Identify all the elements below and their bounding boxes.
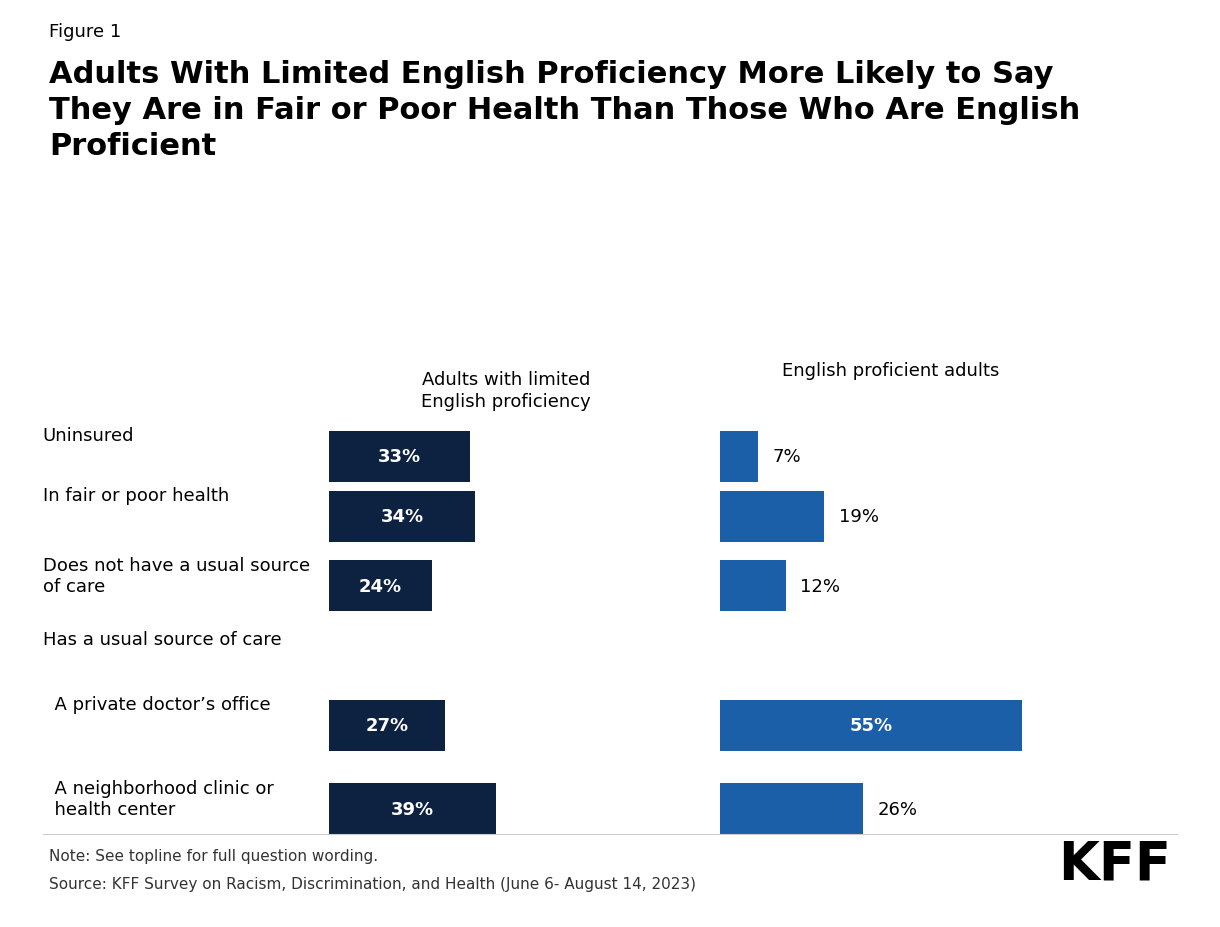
Bar [720, 491, 825, 542]
Text: 12%: 12% [800, 578, 841, 595]
Text: Adults With Limited English Proficiency More Likely to Say
They Are in Fair or P: Adults With Limited English Proficiency … [49, 60, 1080, 161]
Text: KFF: KFF [1058, 838, 1171, 890]
Text: A private doctor’s office: A private doctor’s office [43, 695, 271, 713]
Text: 26%: 26% [877, 800, 917, 818]
Bar [720, 783, 863, 834]
Bar [329, 561, 432, 612]
Text: Does not have a usual source
of care: Does not have a usual source of care [43, 556, 310, 596]
Text: 27%: 27% [366, 717, 409, 734]
Bar [720, 561, 786, 612]
Text: Note: See topline for full question wording.: Note: See topline for full question word… [49, 848, 378, 863]
Text: Uninsured: Uninsured [43, 426, 134, 444]
Text: 7%: 7% [773, 448, 802, 465]
Bar [329, 431, 471, 482]
Bar [720, 700, 1022, 751]
Bar [720, 431, 758, 482]
Text: Figure 1: Figure 1 [49, 23, 121, 41]
Text: 34%: 34% [381, 508, 423, 526]
Text: 55%: 55% [849, 717, 892, 734]
Text: In fair or poor health: In fair or poor health [43, 487, 229, 504]
Text: English proficient adults: English proficient adults [782, 362, 999, 379]
Text: A neighborhood clinic or
  health center: A neighborhood clinic or health center [43, 779, 273, 819]
Text: 33%: 33% [378, 448, 421, 465]
Bar [329, 783, 495, 834]
Text: Source: KFF Survey on Racism, Discrimination, and Health (June 6- August 14, 202: Source: KFF Survey on Racism, Discrimina… [49, 876, 695, 891]
Text: 24%: 24% [359, 578, 403, 595]
Text: 19%: 19% [839, 508, 878, 526]
Text: 39%: 39% [392, 800, 434, 818]
Text: Has a usual source of care: Has a usual source of care [43, 630, 282, 648]
Text: Adults with limited
English proficiency: Adults with limited English proficiency [421, 371, 592, 411]
Bar [329, 700, 445, 751]
Bar [329, 491, 475, 542]
